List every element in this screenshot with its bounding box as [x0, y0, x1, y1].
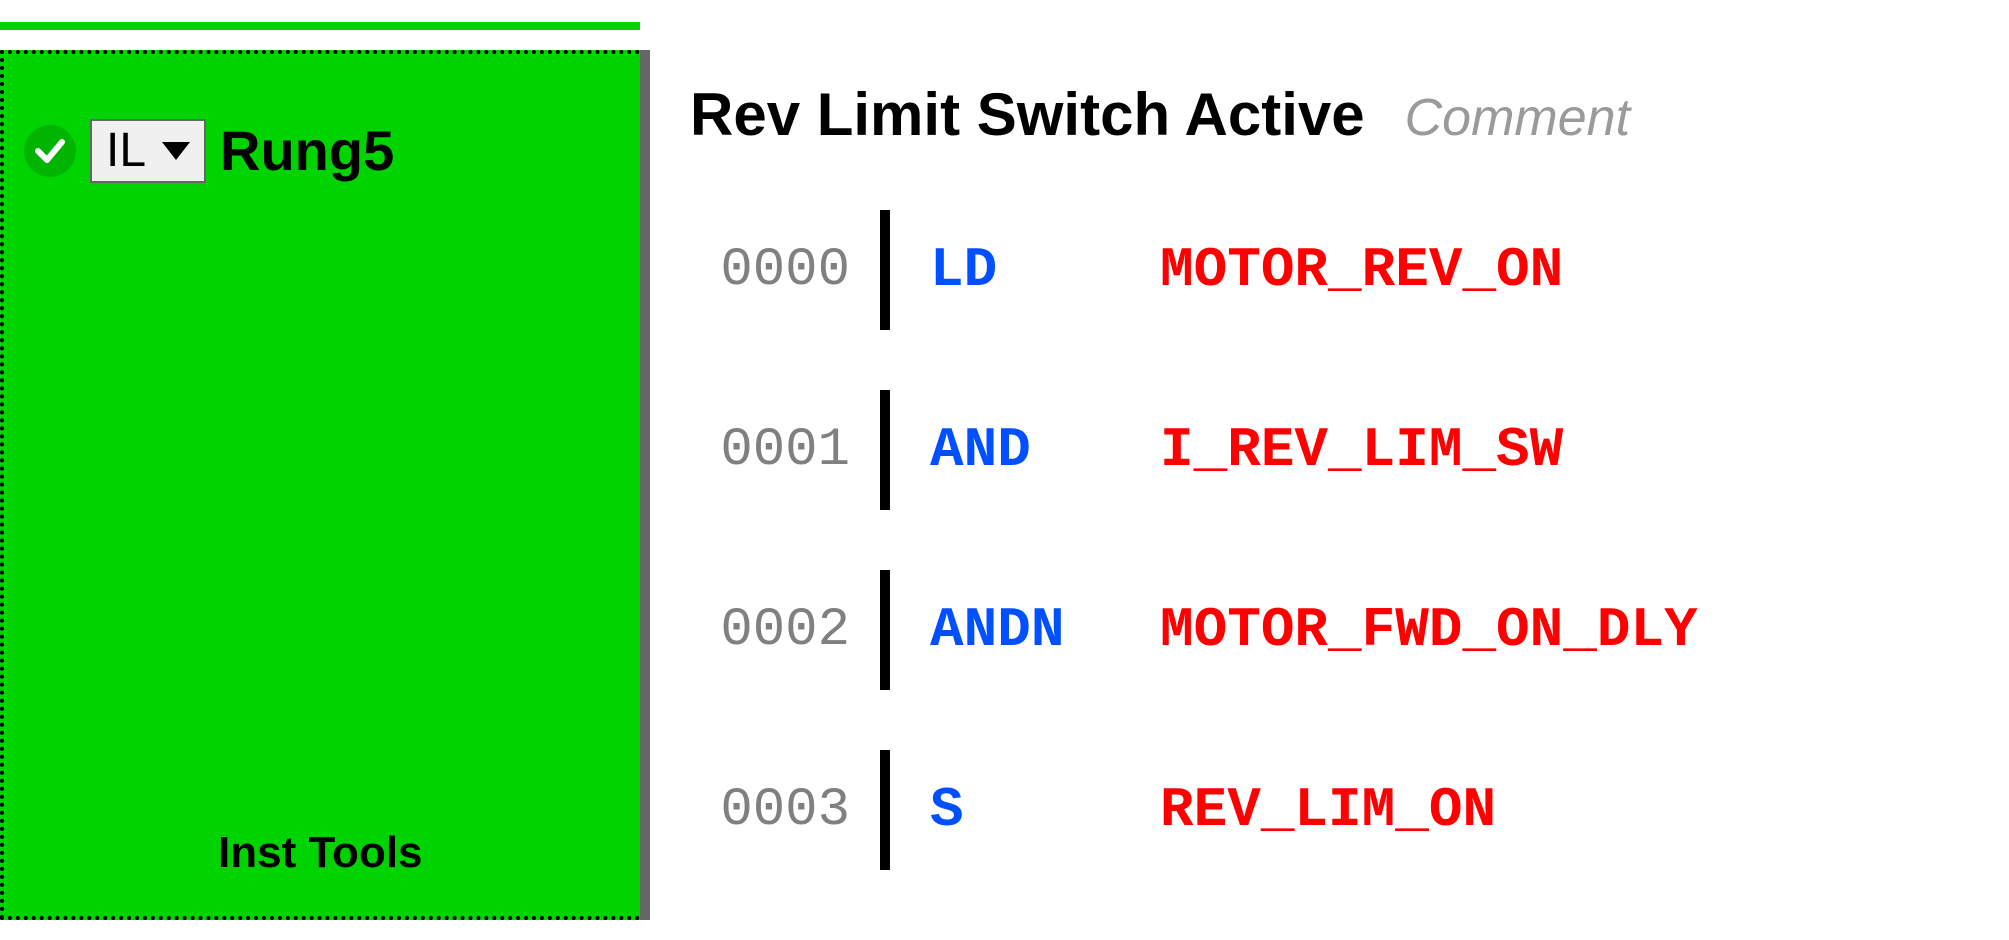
il-operand: REV_LIM_ON: [1160, 778, 1496, 842]
il-opcode: LD: [930, 238, 1160, 302]
il-operand: MOTOR_FWD_ON_DLY: [1160, 598, 1698, 662]
language-dropdown-value: IL: [106, 123, 146, 178]
il-operand: I_REV_LIM_SW: [1160, 418, 1563, 482]
il-opcode: S: [930, 778, 1160, 842]
il-divider: [880, 210, 890, 330]
il-address: 0003: [700, 780, 880, 841]
chevron-down-icon: [162, 142, 190, 160]
il-operand: MOTOR_REV_ON: [1160, 238, 1563, 302]
il-opcode: ANDN: [930, 598, 1160, 662]
panel-separator: [640, 50, 650, 920]
top-green-strip: [0, 0, 640, 30]
watermark-text: Inst Tools: [218, 828, 423, 878]
il-address: 0001: [700, 420, 880, 481]
il-row: 0002 ANDN MOTOR_FWD_ON_DLY: [700, 540, 1698, 720]
il-address: 0000: [700, 240, 880, 301]
rung-panel: IL Rung5 Inst Tools: [0, 50, 640, 920]
il-code-list: 0000 LD MOTOR_REV_ON 0001 AND I_REV_LIM_…: [700, 180, 1698, 900]
rung-label: Rung5: [220, 118, 394, 183]
il-divider: [880, 390, 890, 510]
il-row: 0001 AND I_REV_LIM_SW: [700, 360, 1698, 540]
il-row: 0000 LD MOTOR_REV_ON: [700, 180, 1698, 360]
il-address: 0002: [700, 600, 880, 661]
language-dropdown[interactable]: IL: [90, 119, 206, 183]
il-divider: [880, 570, 890, 690]
rung-comment-placeholder[interactable]: Comment: [1405, 88, 1630, 148]
il-divider: [880, 750, 890, 870]
il-row: 0003 S REV_LIM_ON: [700, 720, 1698, 900]
rung-title[interactable]: Rev Limit Switch Active: [690, 80, 1365, 149]
il-opcode: AND: [930, 418, 1160, 482]
check-icon: [24, 125, 76, 177]
